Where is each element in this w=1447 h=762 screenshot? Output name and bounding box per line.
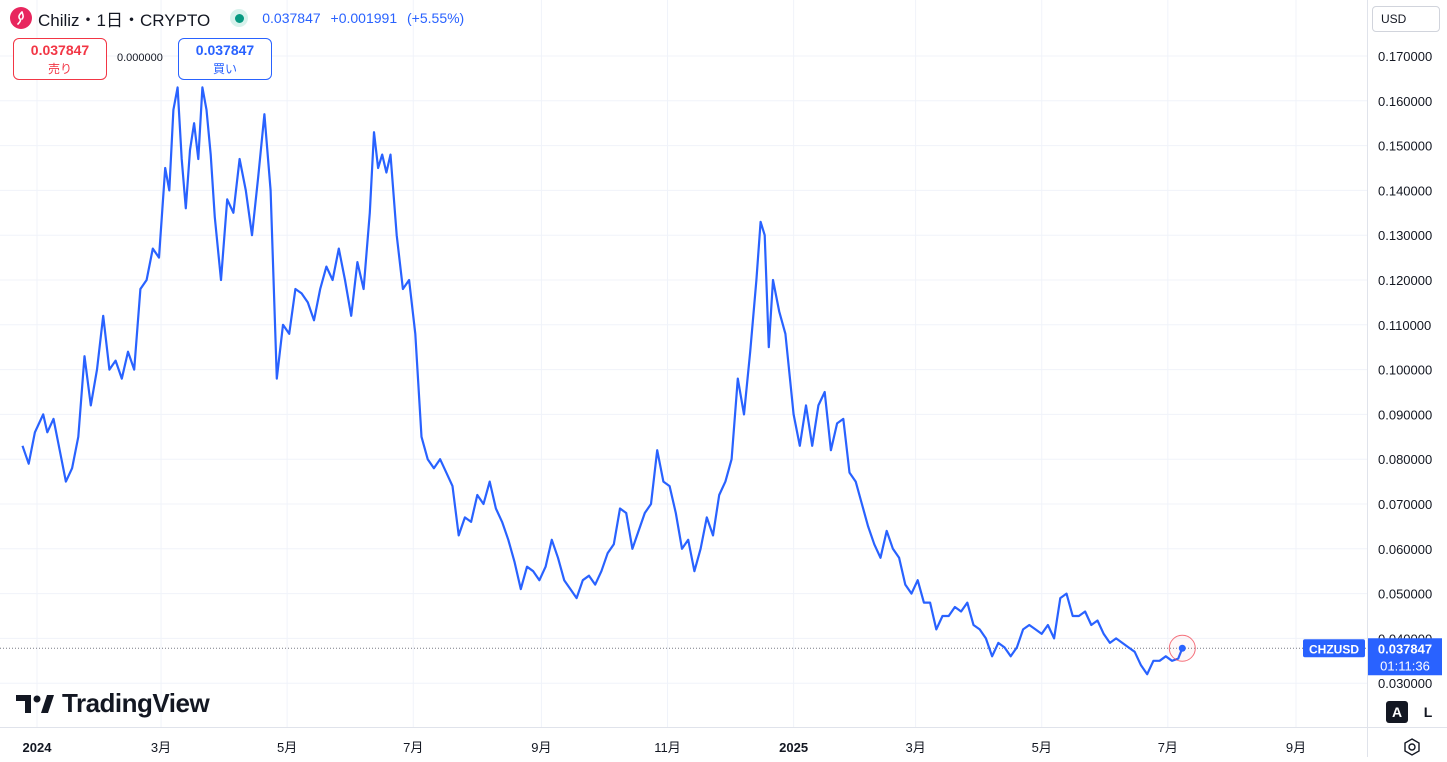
symbol-label-bg — [1303, 639, 1365, 658]
sell-price: 0.037847 — [30, 41, 90, 58]
y-tick-label: 0.070000 — [1378, 497, 1432, 512]
y-tick-label: 0.030000 — [1378, 676, 1432, 691]
chiliz-icon[interactable] — [10, 7, 32, 29]
x-tick-label: 5月 — [1032, 740, 1052, 755]
price-label-bg — [1368, 638, 1442, 676]
buy-label: 買い — [212, 61, 237, 76]
last-price-pulse — [1168, 634, 1196, 662]
sell-button[interactable]: 0.037847 売り — [13, 38, 107, 80]
tradingview-logo[interactable]: TradingView — [16, 688, 210, 719]
y-tick-label: 0.050000 — [1378, 587, 1432, 602]
sell-label: 売り — [47, 61, 72, 76]
y-tick-label: 0.110000 — [1378, 318, 1431, 333]
market-status-icon[interactable] — [230, 9, 249, 27]
y-tick-label: 0.090000 — [1378, 407, 1432, 422]
legend-change-pct: (+5.55%) — [407, 10, 465, 26]
x-tick-label: 7月 — [403, 740, 423, 755]
y-tick-label: 0.140000 — [1378, 183, 1432, 198]
last-price-dot — [1178, 644, 1186, 652]
x-tick-label: 7月 — [1158, 740, 1178, 755]
logo-text: TradingView — [62, 688, 210, 718]
countdown-label: 01:11:36 — [1380, 658, 1430, 673]
legend-change: +0.001991 — [330, 10, 398, 26]
x-tick-label: 9月 — [531, 740, 551, 755]
x-tick-label: 11月 — [654, 740, 681, 755]
price-series-line — [21, 86, 1184, 676]
y-tick-label: 0.100000 — [1378, 363, 1432, 378]
price-label-value: 0.037847 — [1378, 641, 1432, 656]
legend-values: 0.037847 +0.001991 (+5.55%) — [262, 10, 470, 26]
x-tick-label: 2024 — [23, 740, 53, 755]
currency-select[interactable]: USD — [1372, 6, 1440, 32]
x-tick-label: 9月 — [1286, 740, 1306, 755]
legend: Chiliz・1日・CRYPTO 0.037847 +0.001991 (+5.… — [10, 6, 470, 30]
tradingview-logo-icon — [16, 694, 54, 713]
x-tick-label: 2025 — [779, 740, 808, 755]
x-tick-label: 5月 — [277, 740, 297, 755]
grid-lines — [0, 0, 1367, 727]
buy-price: 0.037847 — [195, 41, 255, 58]
buy-button[interactable]: 0.037847 買い — [178, 38, 272, 80]
auto-scale-button[interactable]: A — [1386, 701, 1408, 723]
y-tick-label: 0.130000 — [1378, 228, 1432, 243]
spread-value: 0.000000 — [117, 52, 163, 64]
x-tick-label: 3月 — [151, 740, 171, 755]
y-tick-label: 0.150000 — [1378, 139, 1432, 154]
price-axis-label: CHZUSD 0.037847 01:11:36 — [1303, 638, 1442, 676]
symbol-title[interactable]: Chiliz・1日・CRYPTO — [38, 10, 211, 30]
y-tick-label: 0.080000 — [1378, 452, 1432, 467]
x-tick-label: 3月 — [905, 740, 925, 755]
y-tick-label: 0.170000 — [1378, 49, 1432, 64]
time-axis-settings-icon[interactable] — [1402, 737, 1422, 757]
legend-last-price: 0.037847 — [262, 10, 321, 26]
y-tick-label: 0.120000 — [1378, 273, 1432, 288]
log-scale-button[interactable]: L — [1417, 701, 1439, 723]
x-axis-ticks: 2024 3月 5月 7月 9月 11月 2025 3月 5月 7月 9月 — [23, 740, 1307, 755]
y-tick-label: 0.160000 — [1378, 94, 1432, 109]
y-tick-label: 0.060000 — [1378, 542, 1432, 557]
symbol-label: CHZUSD — [1309, 642, 1359, 656]
y-axis-ticks: 0.0300000.0400000.0500000.0600000.070000… — [1378, 49, 1432, 691]
